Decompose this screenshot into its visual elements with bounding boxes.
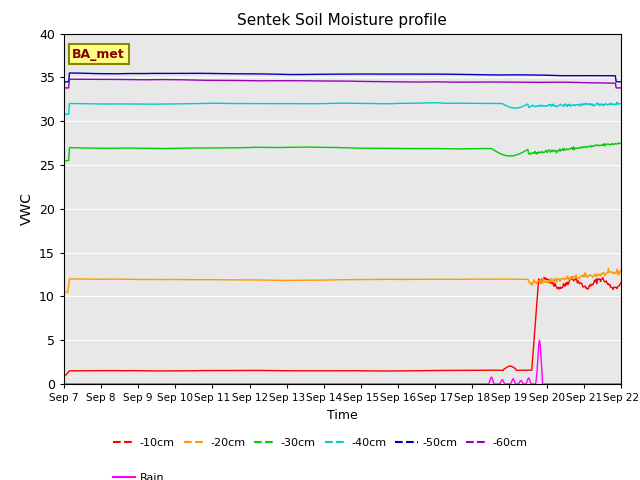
Text: BA_met: BA_met bbox=[72, 48, 125, 60]
Y-axis label: VWC: VWC bbox=[20, 192, 33, 225]
Title: Sentek Soil Moisture profile: Sentek Soil Moisture profile bbox=[237, 13, 447, 28]
X-axis label: Time: Time bbox=[327, 408, 358, 421]
Legend: Rain: Rain bbox=[109, 468, 169, 480]
